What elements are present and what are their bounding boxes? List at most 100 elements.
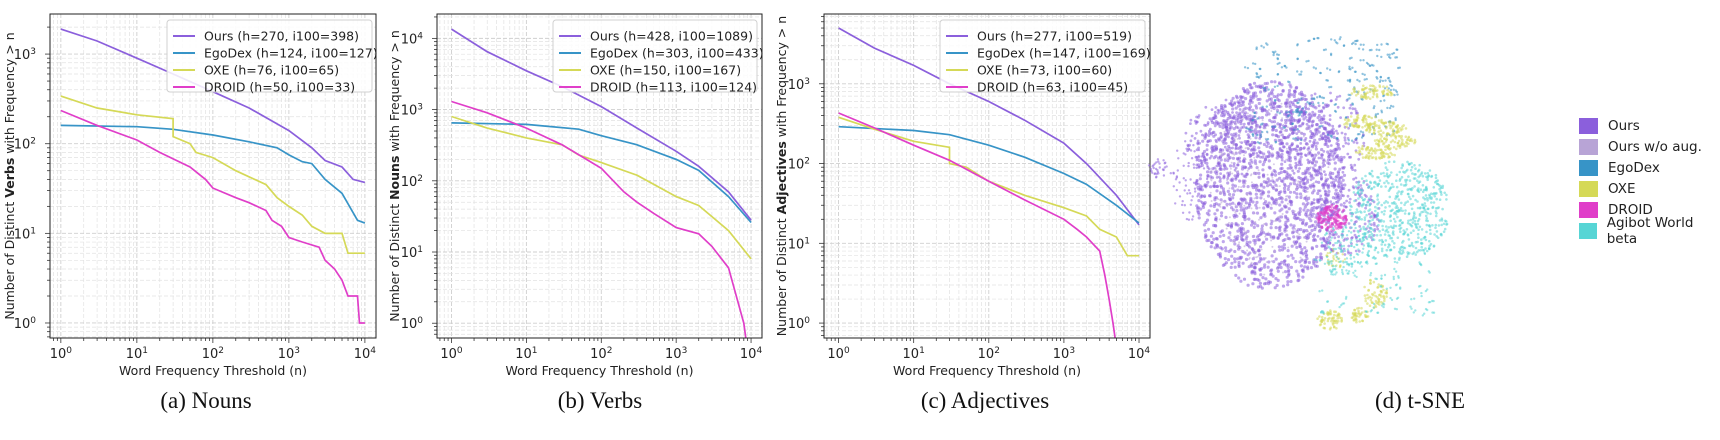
tsne-point: [1322, 114, 1326, 118]
tsne-point: [1424, 214, 1428, 218]
tsne-point: [1408, 139, 1412, 142]
x-axis-label: Word Frequency Threshold (n): [506, 363, 694, 378]
tsne-point: [1370, 146, 1373, 150]
tsne-point: [1255, 73, 1259, 76]
tsne-point: [1403, 144, 1407, 148]
tsne-point: [1378, 85, 1382, 89]
tsne-point: [1425, 217, 1429, 220]
series-line-droid: [451, 100, 747, 338]
tsne-point: [1235, 96, 1239, 100]
tsne-point: [1351, 66, 1354, 70]
tsne-point: [1390, 298, 1394, 302]
tick-exponent: 3: [417, 103, 423, 113]
tsne-point: [1369, 154, 1372, 158]
series-line-oxe: [838, 116, 1139, 257]
tsne-point: [1368, 90, 1372, 94]
legend-label: EgoDex (h=124, i100=127): [204, 46, 378, 61]
tsne-point: [1352, 140, 1356, 144]
tsne-point: [1389, 286, 1392, 289]
tsne-point: [1236, 117, 1240, 121]
swatch-egodex: [1579, 159, 1598, 176]
tsne-point: [1259, 155, 1262, 159]
tsne-point: [1372, 213, 1376, 217]
tsne-point: [1377, 223, 1380, 227]
tsne-point: [1199, 159, 1203, 162]
tsne-point: [1362, 244, 1366, 247]
tsne-point: [1338, 167, 1342, 171]
tsne-point: [1417, 236, 1420, 239]
tsne-point: [1273, 125, 1277, 128]
tsne-point: [1237, 101, 1241, 105]
tsne-point: [1243, 66, 1247, 69]
tsne-point: [1365, 203, 1368, 207]
tsne-point: [1259, 135, 1263, 138]
tsne-point: [1359, 188, 1363, 192]
tsne-point: [1281, 139, 1284, 142]
tsne-point: [1426, 308, 1429, 312]
tsne-point: [1404, 135, 1408, 138]
tsne-point: [1239, 279, 1243, 283]
tsne-point: [1369, 298, 1373, 302]
tsne-point: [1367, 254, 1370, 258]
tsne-point: [1320, 177, 1323, 181]
tsne-point: [1280, 105, 1283, 108]
tsne-point: [1388, 120, 1391, 123]
tsne-point: [1201, 152, 1205, 155]
tsne-point: [1197, 148, 1201, 152]
tsne-point: [1233, 137, 1236, 140]
tsne-point: [1401, 241, 1404, 244]
tsne-point: [1346, 194, 1350, 198]
tsne-point: [1250, 120, 1253, 123]
tsne-point: [1434, 210, 1438, 213]
tsne-point: [1221, 109, 1225, 112]
tsne-point: [1212, 122, 1216, 125]
tsne-point: [1362, 88, 1365, 91]
tsne-point: [1310, 113, 1314, 117]
tsne-point: [1313, 202, 1316, 204]
tsne-point: [1368, 130, 1371, 134]
tsne-point: [1426, 199, 1429, 202]
tsne-point: [1316, 36, 1319, 40]
tsne-point: [1221, 152, 1223, 154]
tsne-point: [1270, 254, 1274, 258]
tsne-point: [1309, 217, 1312, 220]
tsne-point: [1272, 94, 1276, 99]
tsne-point: [1320, 169, 1323, 172]
tsne-point: [1289, 160, 1292, 163]
tsne-point: [1285, 233, 1289, 237]
tsne-point: [1237, 161, 1240, 164]
tsne-point: [1342, 247, 1346, 251]
tsne-point: [1348, 97, 1351, 100]
tsne-point: [1220, 211, 1224, 215]
tsne-point: [1269, 235, 1273, 239]
tsne-point: [1423, 202, 1427, 205]
tsne-point: [1416, 219, 1420, 223]
tsne-point: [1196, 195, 1199, 198]
tsne-point: [1342, 261, 1345, 264]
tsne-point: [1304, 211, 1308, 215]
tsne-point: [1387, 181, 1390, 185]
tsne-point: [1360, 242, 1364, 246]
tsne-point: [1231, 107, 1235, 111]
tsne-point: [1306, 201, 1310, 205]
tsne-point: [1354, 94, 1358, 97]
tsne-point: [1234, 190, 1237, 193]
tsne-point: [1330, 181, 1333, 185]
tsne-point: [1264, 86, 1267, 90]
y-axis-label: Number of Distinct Verbs with Frequency …: [2, 32, 17, 319]
tsne-point: [1378, 303, 1381, 306]
tsne-point: [1234, 132, 1238, 136]
tsne-point: [1226, 171, 1230, 175]
tsne-point: [1338, 124, 1342, 127]
tsne-point: [1271, 176, 1274, 179]
tsne-point: [1297, 163, 1301, 167]
tsne-point: [1299, 142, 1303, 145]
tsne-point: [1369, 244, 1372, 248]
tsne-point: [1423, 235, 1427, 239]
tsne-point: [1425, 223, 1429, 227]
tsne-point: [1328, 123, 1332, 127]
tsne-point: [1289, 265, 1293, 269]
tsne-point: [1362, 118, 1365, 122]
tsne-point: [1249, 191, 1252, 194]
tsne-point: [1315, 255, 1319, 259]
